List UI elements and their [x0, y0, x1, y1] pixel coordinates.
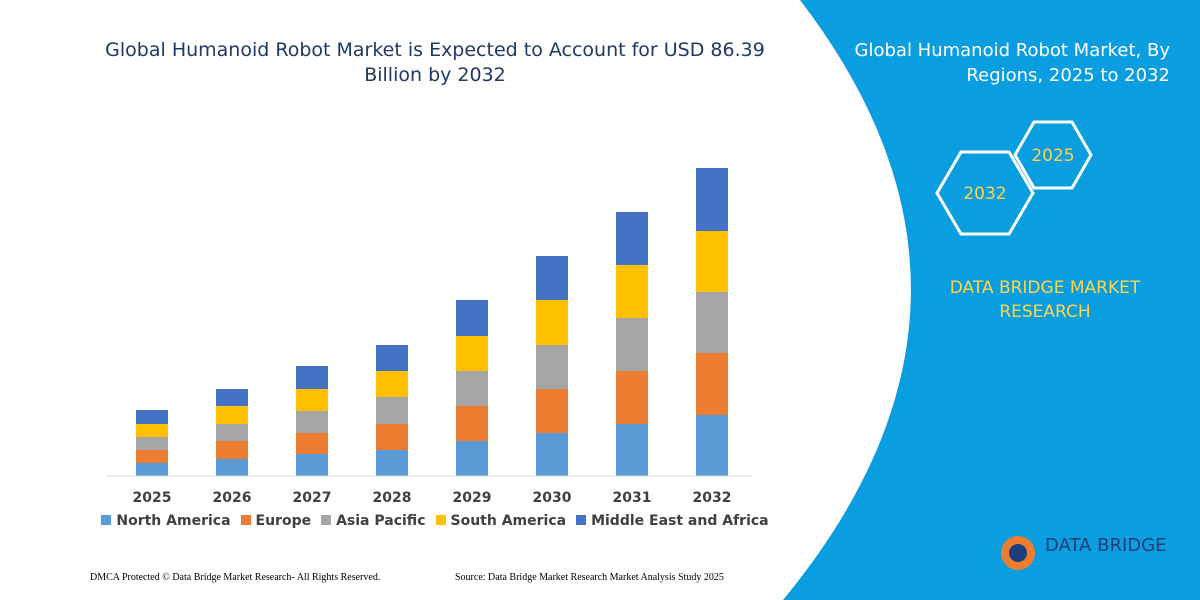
x-tick-label: 2025 — [133, 490, 172, 506]
side-panel — [783, 0, 1200, 600]
bar-segment — [216, 441, 248, 459]
bar-segment — [536, 389, 568, 433]
brand: DATA BRIDGE MARKET RESEARCH — [949, 278, 1141, 322]
bar-segment — [136, 437, 168, 450]
bar-segment — [136, 450, 168, 463]
bar-segment — [536, 300, 568, 345]
bar-segment — [696, 168, 728, 231]
x-tick-label: 2032 — [693, 490, 732, 506]
bar-segment — [536, 433, 568, 476]
bar-segment — [616, 212, 648, 265]
x-tick-label: 2029 — [453, 490, 492, 506]
bar-segment — [216, 389, 248, 406]
bar-segment — [136, 463, 168, 476]
bar-segment — [696, 231, 728, 292]
hexagon-label: 2025 — [1031, 146, 1074, 166]
legend-swatch — [435, 515, 446, 525]
legend-item: Asia Pacific — [321, 513, 426, 529]
bar-segment — [376, 371, 408, 397]
bar-segment — [696, 292, 728, 353]
bar-segment — [216, 424, 248, 441]
bar-segment — [456, 371, 488, 406]
legend-item: South America — [435, 513, 567, 529]
bar-segment — [296, 454, 328, 476]
bar-segment — [376, 450, 408, 476]
hexagon — [935, 150, 1035, 236]
bar-segment — [536, 256, 568, 300]
legend-label: Europe — [255, 513, 312, 529]
x-tick-label: 2030 — [533, 490, 572, 506]
footer-right: Source: Data Bridge Market Research Mark… — [455, 572, 724, 583]
bar-segment — [216, 406, 248, 424]
bar-segment — [296, 433, 328, 454]
bar-segment — [696, 415, 728, 476]
bar-segment — [136, 424, 168, 437]
bar-segment — [216, 459, 248, 476]
hexagon — [1013, 120, 1093, 190]
legend-item: Europe — [240, 513, 312, 529]
panel-title: Global Humanoid Robot Market, By Regions… — [854, 40, 1170, 86]
bar-segment — [376, 424, 408, 450]
bar-segment — [456, 336, 488, 371]
bar-segment — [616, 371, 648, 424]
hexagon-label: 2032 — [963, 184, 1006, 204]
bar-segment — [296, 389, 328, 411]
legend-item: Middle East and Africa — [576, 513, 769, 529]
bar-segment — [456, 406, 488, 441]
bar-segment — [376, 397, 408, 424]
legend-swatch — [576, 515, 587, 525]
logo-icon — [1009, 544, 1027, 562]
x-tick-label: 2027 — [293, 490, 332, 506]
footer-left: DMCA Protected © Data Bridge Market Rese… — [90, 572, 381, 583]
legend-label: North America — [116, 513, 231, 529]
bar-segment — [376, 345, 408, 371]
bar-segment — [456, 441, 488, 476]
bar-segment — [296, 411, 328, 433]
chart-title: Global Humanoid Robot Market is Expected… — [105, 39, 765, 86]
bar-segment — [456, 300, 488, 336]
bar-segment — [536, 345, 568, 389]
legend: North America Europe Asia Pacific South Ame… — [90, 513, 780, 529]
legend-swatch — [321, 515, 332, 525]
legend-item: North America — [101, 513, 231, 529]
legend-swatch — [240, 515, 251, 525]
logo-text: DATA BRIDGE — [1045, 535, 1166, 556]
bar-segment — [616, 424, 648, 476]
x-tick-label: 2031 — [613, 490, 652, 506]
bar-segment — [616, 318, 648, 371]
bar-segment — [696, 353, 728, 415]
legend-label: Asia Pacific — [336, 513, 426, 529]
x-tick-label: 2028 — [373, 490, 412, 506]
legend-label: Middle East and Africa — [591, 513, 769, 529]
bar-segment — [136, 410, 168, 424]
legend-swatch — [101, 515, 112, 525]
bar-segment — [296, 366, 328, 389]
x-tick-label: 2026 — [213, 490, 252, 506]
legend-label: South America — [450, 513, 567, 529]
bar-segment — [616, 265, 648, 318]
